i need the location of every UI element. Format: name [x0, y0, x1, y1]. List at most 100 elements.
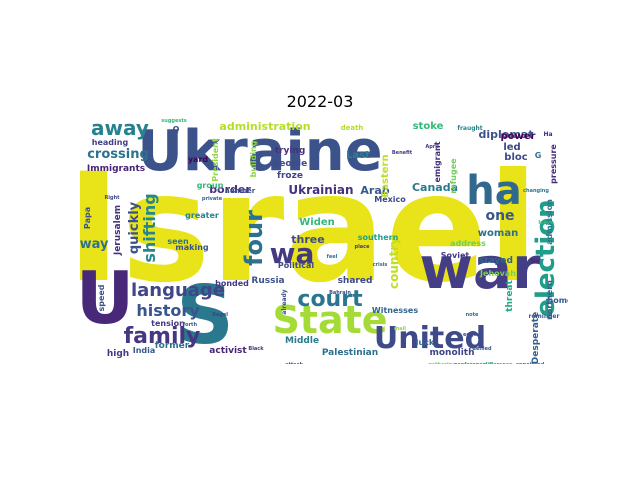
cloud-word: Middle — [285, 336, 319, 346]
cloud-word: feel — [327, 254, 338, 260]
cloud-word: G — [535, 151, 542, 160]
cloud-word: Bahrain — [329, 290, 351, 296]
cloud-word: woman — [478, 228, 518, 239]
cloud-word: State — [272, 298, 387, 342]
cloud-word: Soviet — [441, 251, 470, 260]
cloud-word: admission — [545, 199, 554, 245]
cloud-word: President — [211, 138, 220, 182]
cloud-word: building — [249, 140, 258, 177]
cloud-word: crossing — [87, 147, 149, 162]
cloud-word: shifting — [140, 193, 159, 262]
cloud-word: administration — [219, 120, 310, 133]
cloud-word: greater — [185, 211, 219, 220]
cloud-word: suggests — [161, 118, 186, 124]
cloud-word: Witnesses — [372, 306, 418, 315]
cloud-word: private — [202, 196, 223, 202]
cloud-word: Ukrainian — [288, 183, 353, 197]
cloud-word: election — [531, 199, 561, 316]
cloud-word: attack — [285, 362, 303, 364]
cloud-word: appointed — [516, 362, 545, 364]
cloud-word: Arab — [360, 184, 389, 197]
cloud-word: crisis — [373, 262, 388, 268]
cloud-word: trying — [275, 146, 306, 156]
cloud-word: reminder — [529, 313, 560, 320]
cloud-word: note — [466, 312, 479, 318]
cloud-word: speed — [97, 284, 106, 311]
cloud-word: quickly — [127, 201, 142, 254]
figure-title: 2022-03 — [286, 92, 354, 111]
cloud-word: pressure — [549, 144, 558, 184]
cloud-word: way — [80, 237, 109, 252]
cloud-word: former — [155, 341, 190, 351]
cloud-word: power — [501, 131, 536, 142]
cloud-word: Q — [173, 125, 180, 134]
cloud-word: court — [297, 287, 363, 312]
cloud-word: northern — [545, 280, 554, 320]
cloud-word: stayed — [479, 256, 513, 266]
cloud-word: death — [341, 124, 364, 132]
cloud-word: home — [548, 296, 568, 305]
cloud-word: stoke — [413, 121, 444, 132]
cloud-word: denied — [472, 346, 492, 352]
cloud-word: United — [374, 321, 486, 356]
cloud-word: high — [107, 349, 129, 359]
cloud-word: difference — [484, 362, 513, 364]
cloud-word: Ne — [530, 258, 539, 265]
cloud-word: Black — [248, 346, 264, 352]
cloud-word: bonded — [215, 279, 249, 288]
cloud-word: leave — [538, 220, 554, 226]
cloud-word: ha — [466, 168, 521, 214]
cloud-word: three — [291, 233, 324, 246]
cloud-word: Israel — [80, 142, 539, 316]
cloud-word: Canada — [412, 181, 458, 194]
cloud-word: number — [225, 187, 256, 195]
cloud-word: bloc — [504, 152, 527, 163]
cloud-word: activist — [209, 346, 247, 356]
cloud-word: address — [450, 239, 486, 248]
cloud-word: Desperate — [531, 312, 541, 364]
cloud-word: led — [503, 142, 520, 153]
cloud-word: Widen — [299, 217, 335, 228]
cloud-word: family — [124, 324, 201, 349]
cloud-word: refugee — [449, 158, 458, 194]
cloud-word: Ukraine — [137, 119, 382, 184]
cloud-word: making — [175, 243, 208, 252]
cloud-word: Jehovah — [479, 269, 516, 278]
cloud-word: Benefit — [392, 150, 413, 156]
cloud-word: forth — [183, 322, 197, 328]
cloud-word: tension — [151, 319, 185, 328]
cloud-word: shared — [338, 276, 373, 286]
cloud-word: gathering — [428, 362, 456, 364]
cloud-word: place — [354, 244, 370, 250]
cloud-word: one — [485, 208, 514, 224]
cloud-word: edge — [463, 332, 478, 338]
cloud-word: monolith — [429, 348, 474, 358]
cloud-word: S — [176, 269, 234, 362]
cloud-word: seen — [167, 237, 189, 246]
cloud-word: four — [240, 210, 268, 266]
cloud-word: emigrant — [433, 141, 442, 182]
cloud-word: Political — [278, 261, 315, 270]
cloud-word: mail — [394, 326, 406, 332]
cloud-word: away — [91, 118, 149, 140]
cloud-word: country — [387, 237, 401, 289]
cloud-word: Last — [346, 150, 370, 161]
cloud-word: people — [273, 159, 307, 169]
cloud-word: Jerusalem — [113, 205, 123, 256]
cloud-word: Bagel — [212, 312, 228, 318]
cloud-word: already — [281, 289, 288, 314]
cloud-word: froze — [277, 171, 303, 181]
cloud-word: group — [197, 181, 224, 190]
cloud-word: diplomat — [479, 128, 534, 141]
cloud-word: fraught — [457, 125, 482, 132]
cloud-word: language — [131, 280, 225, 301]
cloud-word: history — [136, 301, 200, 320]
cloud-word: U — [80, 256, 134, 340]
cloud-word: Immigrants — [87, 164, 145, 174]
cloud-word: Russia — [251, 276, 284, 286]
cloud-word: conference — [454, 362, 486, 364]
cloud-word: heading — [92, 138, 129, 147]
cloud-word: Papa — [83, 207, 92, 229]
